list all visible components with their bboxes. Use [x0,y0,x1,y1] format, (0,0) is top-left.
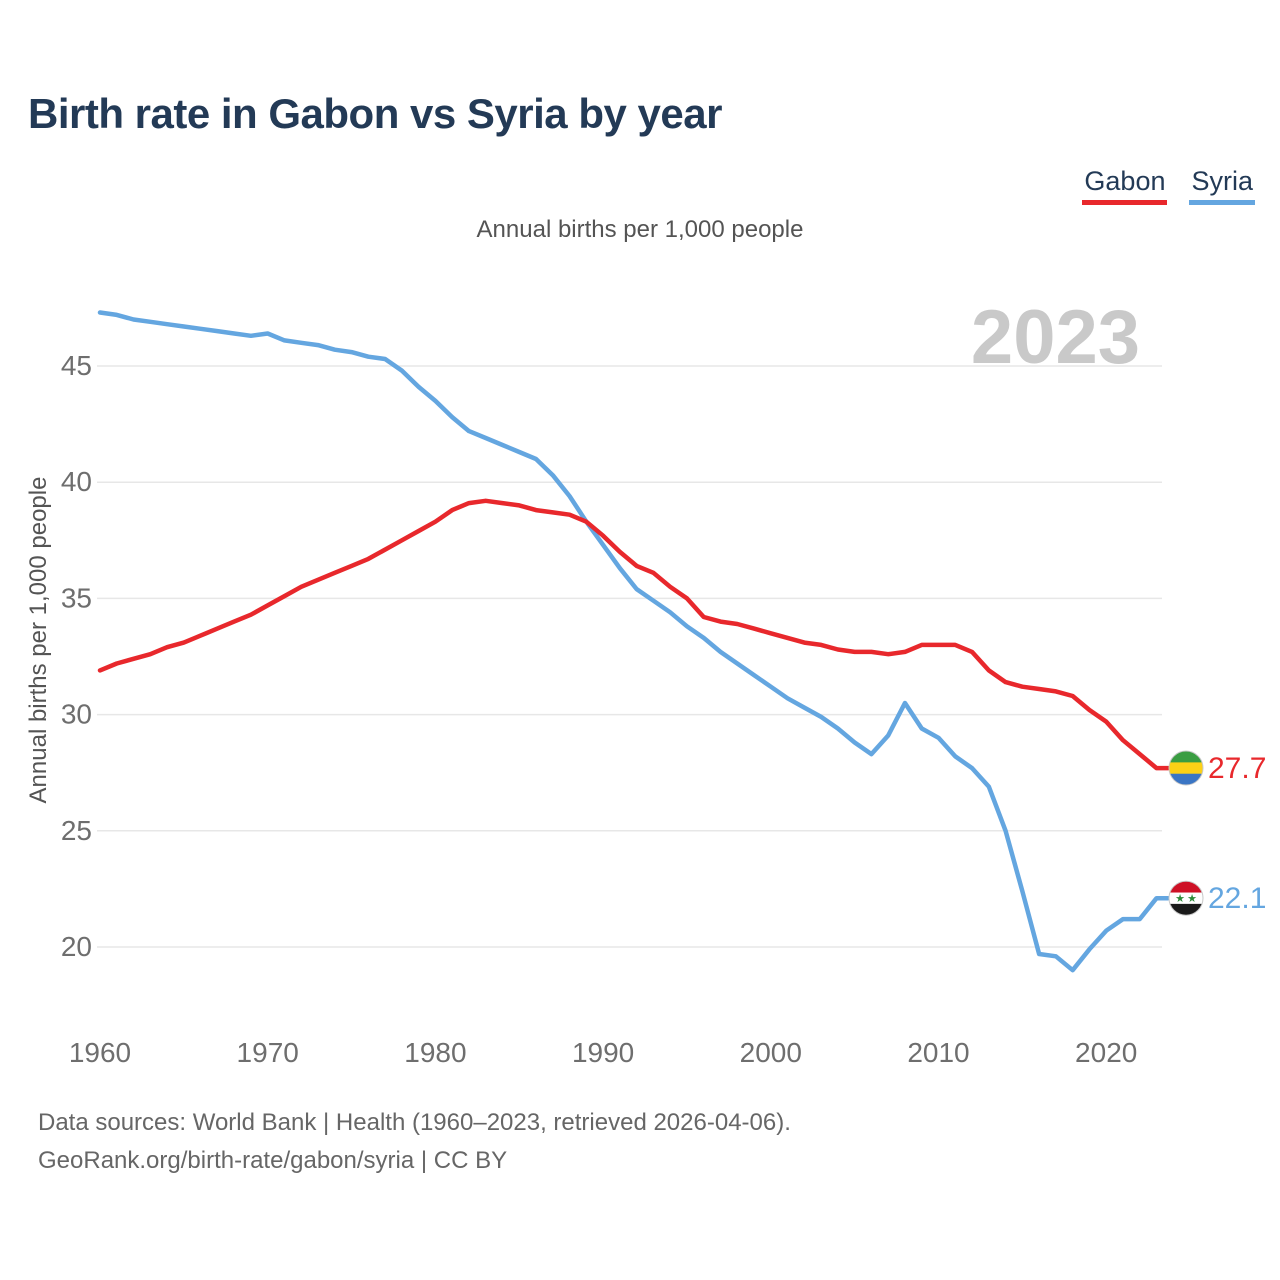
url-line: GeoRank.org/birth-rate/gabon/syria | CC … [38,1147,508,1174]
x-tick-label: 1990 [572,1037,634,1068]
flag-star: ★ [1175,892,1185,905]
x-tick-label: 1980 [404,1037,466,1068]
y-tick-label: 45 [61,350,92,381]
x-tick-label: 2000 [740,1037,802,1068]
x-tick-label: 1970 [237,1037,299,1068]
x-tick-label: 1960 [69,1037,131,1068]
line-chart: 20 25 30 35 40 45 2023 1960 1970 1980 1990 2000 2010… [25,295,1266,1068]
x-tick-label: 2020 [1075,1037,1137,1068]
page-title: Birth rate in Gabon vs Syria by year [28,90,722,137]
y-tick-label: 25 [61,815,92,846]
source-line: Data sources: World Bank | Health (1960–… [38,1109,791,1136]
chart-subtitle: Annual births per 1,000 people [476,216,804,243]
y-tick-label: 35 [61,582,92,613]
series-line-gabon[interactable] [97,498,1171,771]
end-value-label-gabon: 27.7 [1208,752,1266,785]
y-tick-label: 20 [61,931,92,962]
series-line-syria[interactable] [97,310,1171,973]
legend-item-gabon[interactable]: Gabon [1082,166,1168,205]
legend-label-syria: Syria [1191,166,1253,196]
end-value-label-syria: 22.1 [1208,882,1266,915]
y-tick-label: 40 [61,466,92,497]
legend-item-syria[interactable]: Syria [1189,166,1255,205]
x-tick-label: 2010 [907,1037,969,1068]
source-attribution: Data sources: World Bank | Health (1960–… [38,1104,791,1180]
chart-plot-area: 20 25 30 35 40 45 2023 1960 1970 1980 1990 2000 2010… [0,260,1280,1070]
legend: Gabon Syria [1082,166,1255,205]
legend-label-gabon: Gabon [1084,166,1166,196]
flag-syria-icon: ★ ★ [1168,880,1204,916]
y-tick-label: 30 [61,699,92,730]
y-axis-title: Annual births per 1,000 people [25,477,52,804]
flag-star: ★ [1187,892,1197,905]
watermark-year: 2023 [971,295,1140,380]
flag-gabon-icon [1168,750,1204,786]
